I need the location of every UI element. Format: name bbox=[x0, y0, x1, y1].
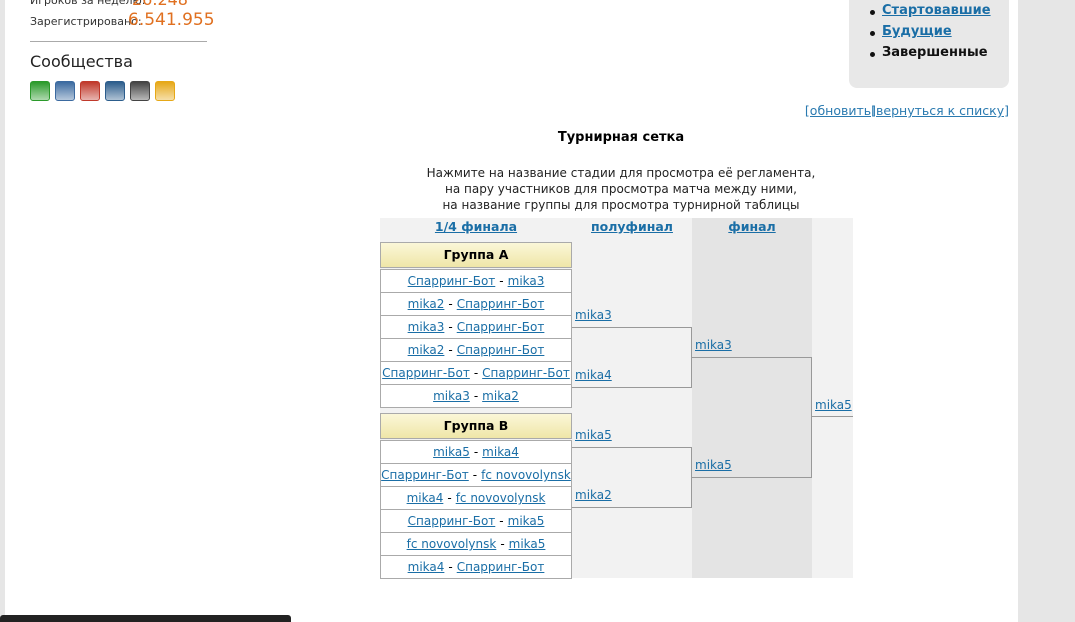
instruction: Нажмите на название стадии для просмотра… bbox=[426, 166, 816, 180]
finalist[interactable]: mika3 bbox=[695, 338, 732, 352]
bracket-line bbox=[572, 327, 692, 388]
separator: - bbox=[472, 468, 478, 482]
separator: - bbox=[500, 537, 505, 551]
player[interactable]: mika5 bbox=[433, 445, 470, 459]
match-row[interactable]: mika2- Спарринг-Бот bbox=[380, 338, 572, 362]
player[interactable]: Спарринг-Бот bbox=[456, 343, 545, 357]
social-icon[interactable] bbox=[155, 81, 175, 101]
match-row[interactable]: Спарринг-Бот - Спарринг-Бот bbox=[380, 361, 572, 385]
back-link[interactable]: [вернуться к списку] bbox=[871, 103, 1009, 118]
bracket-line bbox=[692, 357, 812, 478]
match-row[interactable]: Спарринг-Бот - mika3 bbox=[380, 269, 572, 293]
player[interactable]: fc novovolynsk bbox=[481, 468, 571, 482]
group-header[interactable]: Группа A bbox=[380, 242, 572, 268]
player[interactable]: Спарринг-Бот bbox=[482, 366, 570, 380]
player[interactable]: mika3 bbox=[433, 389, 470, 403]
bracket-title: Турнирная сетка bbox=[557, 130, 685, 145]
match-row[interactable]: fc novovolynsk - mika5 bbox=[380, 532, 572, 556]
instruction: на пару участников для просмотра матча м… bbox=[445, 182, 797, 196]
separator: - bbox=[448, 343, 453, 357]
refresh-link[interactable]: [обновить] bbox=[804, 103, 876, 118]
match-row[interactable]: Спарринг-Бот - fc novovolynsk bbox=[380, 463, 572, 487]
col-bg bbox=[572, 218, 692, 578]
bullet bbox=[870, 31, 875, 36]
separator: - bbox=[473, 366, 479, 380]
match-row[interactable]: mika3- Спарринг-Бот bbox=[380, 315, 572, 339]
registered-label: Зарегистрировано: bbox=[30, 15, 142, 28]
filter-box bbox=[849, 0, 1009, 88]
player[interactable]: Спарринг-Бот bbox=[456, 297, 545, 311]
bottom-bar bbox=[0, 615, 291, 622]
player[interactable]: mika2 bbox=[407, 297, 445, 311]
semifinalist[interactable]: mika5 bbox=[575, 428, 612, 442]
weekly-value: 26.248 bbox=[132, 0, 188, 9]
player[interactable]: mika4 bbox=[407, 560, 445, 574]
match-row[interactable]: mika4- Спарринг-Бот bbox=[380, 555, 572, 579]
registered-value: 6.541.955 bbox=[128, 10, 215, 30]
match-row[interactable]: mika2- Спарринг-Бот bbox=[380, 292, 572, 316]
filter-current: Завершенные bbox=[882, 45, 988, 60]
instruction: на название группы для просмотра турнирн… bbox=[442, 198, 800, 212]
match-row[interactable]: mika5- mika4 bbox=[380, 440, 572, 464]
separator: - bbox=[499, 274, 504, 288]
player[interactable]: Спарринг-Бот bbox=[456, 560, 545, 574]
semifinalist[interactable]: mika4 bbox=[575, 368, 612, 382]
social-icon[interactable] bbox=[30, 81, 50, 101]
separator: - bbox=[473, 445, 479, 459]
match-row[interactable]: mika3- mika2 bbox=[380, 384, 572, 408]
group-header[interactable]: Группа B bbox=[380, 413, 572, 439]
player[interactable]: Спарринг-Бот bbox=[407, 274, 496, 288]
separator: - bbox=[499, 514, 504, 528]
stage-header[interactable]: финал bbox=[728, 219, 776, 234]
stage-header[interactable]: полуфинал bbox=[591, 219, 673, 234]
player[interactable]: Спарринг-Бот bbox=[382, 366, 470, 380]
col-bg bbox=[692, 218, 812, 578]
weekly-label: Игроков за неделю: bbox=[30, 0, 146, 7]
bullet bbox=[870, 10, 875, 15]
player[interactable]: mika2 bbox=[407, 343, 445, 357]
separator: - bbox=[448, 297, 453, 311]
divider bbox=[30, 41, 207, 42]
social-icon[interactable] bbox=[80, 81, 100, 101]
player[interactable]: Спарринг-Бот bbox=[407, 514, 496, 528]
semifinalist[interactable]: mika3 bbox=[575, 308, 612, 322]
player[interactable]: mika3 bbox=[407, 320, 445, 334]
stage-header[interactable]: 1/4 финала bbox=[434, 219, 518, 234]
social-icon[interactable] bbox=[55, 81, 75, 101]
bracket-line bbox=[572, 447, 692, 508]
player[interactable]: Спарринг-Бот bbox=[381, 468, 469, 482]
separator: - bbox=[448, 320, 453, 334]
match-row[interactable]: Спарринг-Бот - mika5 bbox=[380, 509, 572, 533]
player[interactable]: mika2 bbox=[482, 389, 519, 403]
bullet bbox=[870, 52, 875, 57]
separator: - bbox=[473, 389, 479, 403]
player[interactable]: fc novovolynsk bbox=[406, 537, 497, 551]
player[interactable]: mika4 bbox=[482, 445, 519, 459]
social-icon[interactable] bbox=[130, 81, 150, 101]
filter-link[interactable]: Стартовавшие bbox=[882, 3, 991, 18]
player[interactable]: mika5 bbox=[507, 514, 545, 528]
semifinalist[interactable]: mika2 bbox=[575, 488, 612, 502]
social-icon[interactable] bbox=[105, 81, 125, 101]
separator: - bbox=[447, 491, 452, 505]
player[interactable]: mika4 bbox=[406, 491, 444, 505]
player[interactable]: Спарринг-Бот bbox=[456, 320, 545, 334]
player[interactable]: mika3 bbox=[507, 274, 545, 288]
filter-link[interactable]: Будущие bbox=[882, 24, 952, 39]
communities-title: Сообщества bbox=[30, 52, 133, 71]
bracket-line bbox=[812, 416, 853, 417]
player[interactable]: fc novovolynsk bbox=[455, 491, 546, 505]
match-row[interactable]: mika4- fc novovolynsk bbox=[380, 486, 572, 510]
player[interactable]: mika5 bbox=[508, 537, 546, 551]
separator: - bbox=[448, 560, 453, 574]
winner[interactable]: mika5 bbox=[815, 398, 852, 412]
col-bg bbox=[812, 218, 853, 578]
finalist[interactable]: mika5 bbox=[695, 458, 732, 472]
